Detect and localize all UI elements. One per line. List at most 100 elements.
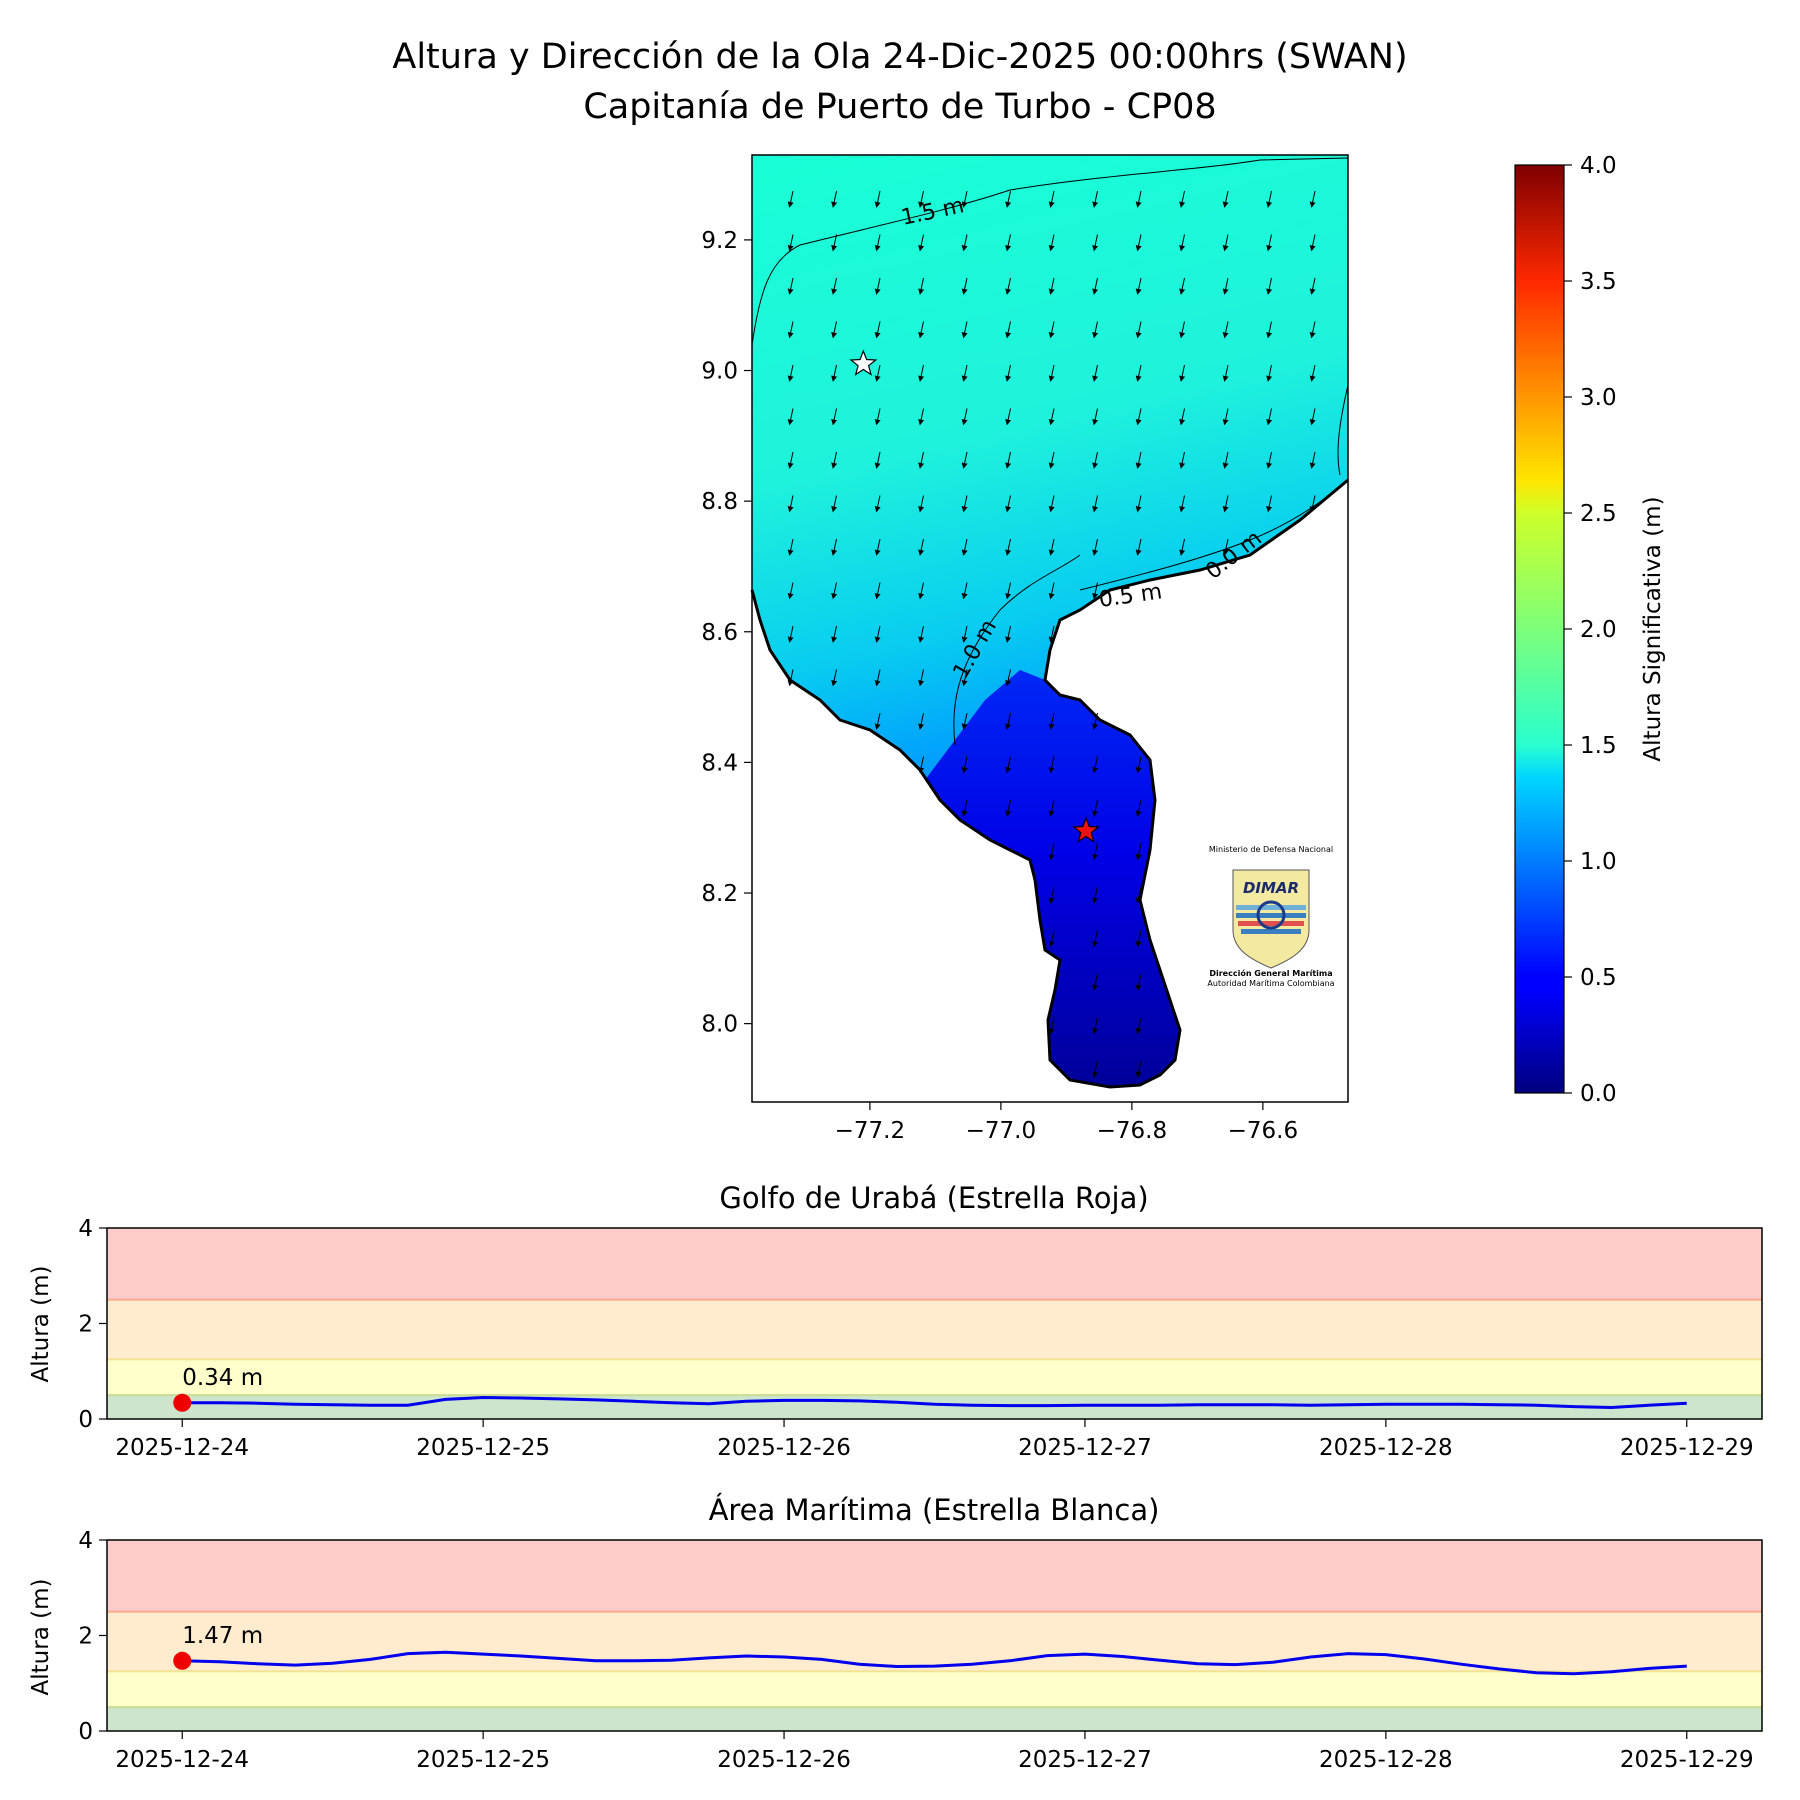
wave-arrow (1005, 538, 1012, 556)
x-tick-label: 2025-12-25 (416, 1435, 550, 1461)
wave-arrow (1135, 843, 1142, 861)
wave-arrow (1048, 712, 1055, 730)
wave-arrow (1092, 1017, 1099, 1035)
wave-arrow (787, 408, 794, 426)
wave-arrow (961, 538, 968, 556)
map-y-tick-label: 9.0 (701, 359, 738, 385)
wave-arrow (1266, 190, 1273, 208)
wave-arrow (1135, 538, 1142, 556)
wave-arrow (918, 669, 925, 687)
y-tick-label: 4 (78, 1216, 93, 1242)
wave-arrow (1135, 495, 1142, 513)
wave-arrow (831, 277, 838, 295)
contour-1.0 (953, 554, 1081, 746)
wave-arrow (1092, 234, 1099, 252)
x-tick-label: 2025-12-28 (1319, 1747, 1453, 1773)
wave-arrow (787, 321, 794, 339)
wave-arrow (1222, 538, 1229, 556)
wave-arrow (874, 277, 881, 295)
wave-arrow (961, 190, 968, 208)
colorbar-tick-label: 1.0 (1580, 849, 1617, 875)
wave-arrow (1222, 495, 1229, 513)
wave-arrow (918, 234, 925, 252)
wave-arrow (874, 408, 881, 426)
station-star-marker (849, 349, 878, 376)
map-x-tick-label: −76.8 (1097, 1118, 1167, 1144)
wave-arrow (961, 364, 968, 382)
ts2-title: Área Marítima (Estrella Blanca) (709, 1493, 1160, 1527)
map-x-tick-label: −76.6 (1228, 1118, 1298, 1144)
wave-arrow (918, 495, 925, 513)
colorbar-tick-label: 2.5 (1580, 501, 1617, 527)
wave-arrow (1048, 495, 1055, 513)
wave-arrow (1048, 582, 1055, 600)
wave-arrow (1048, 277, 1055, 295)
colorbar-tick-label: 0.5 (1580, 965, 1617, 991)
wave-arrow (1048, 625, 1055, 643)
wave-arrow (1135, 886, 1142, 904)
wave-arrow (1092, 712, 1099, 730)
wave-arrow (1048, 799, 1055, 817)
wave-arrow (1092, 973, 1099, 991)
x-tick-label: 2025-12-26 (717, 1435, 851, 1461)
map-y-tick-label: 8.8 (701, 489, 738, 515)
wave-arrow (1179, 451, 1186, 469)
wave-arrow (918, 451, 925, 469)
colorbar-tick-label: 2.0 (1580, 617, 1617, 643)
map-y-tick-label: 9.2 (701, 228, 738, 254)
wave-arrow (831, 538, 838, 556)
wave-arrow (1005, 799, 1012, 817)
wave-arrow (1048, 843, 1055, 861)
wave-arrow (1005, 408, 1012, 426)
wave-arrow (961, 277, 968, 295)
wave-arrow (1266, 234, 1273, 252)
wave-arrow (918, 190, 925, 208)
map-y-tick-label: 8.2 (701, 881, 738, 907)
y-tick-label: 0 (78, 1719, 93, 1745)
logo-stripe-2 (1236, 913, 1306, 918)
wave-arrow (1179, 538, 1186, 556)
wave-arrow (1135, 930, 1142, 948)
x-tick-label: 2025-12-28 (1319, 1435, 1453, 1461)
map-x-axis: −77.2 −77.0 −76.8 −76.6 (835, 1102, 1298, 1144)
wave-arrow (831, 234, 838, 252)
coastline (750, 478, 1349, 1089)
wave-arrow (1048, 930, 1055, 948)
station-markers (849, 349, 1100, 843)
wave-arrow (961, 408, 968, 426)
logo-shield (1232, 869, 1310, 969)
wave-arrow (1092, 321, 1099, 339)
contour-0.5 (1079, 479, 1349, 591)
colorbar-tick-label: 0.0 (1580, 1081, 1617, 1107)
wave-arrow (918, 756, 925, 774)
wave-arrow (918, 408, 925, 426)
colorbar-tick-label: 1.5 (1580, 733, 1617, 759)
gulf-area (925, 670, 1180, 1087)
alert-band (107, 1671, 1762, 1708)
ts2-ylabel: Altura (m) (28, 1579, 54, 1696)
alert-band (107, 1359, 1762, 1396)
station-star-marker (1072, 816, 1100, 843)
alert-band (107, 1395, 1762, 1419)
wave-arrow (918, 321, 925, 339)
wave-arrow (1222, 408, 1229, 426)
wave-arrow (1266, 408, 1273, 426)
wave-arrow (1048, 408, 1055, 426)
wave-arrow (874, 364, 881, 382)
wave-arrow (1092, 451, 1099, 469)
wave-height-line (182, 1395, 1687, 1410)
colorbar-tick-label: 3.5 (1580, 269, 1617, 295)
wave-arrow (1309, 190, 1316, 208)
map-y-tick-label: 8.0 (701, 1012, 738, 1038)
wave-arrow (961, 756, 968, 774)
wave-arrow (1048, 1017, 1055, 1035)
wave-arrow (1005, 712, 1012, 730)
wave-arrow (1309, 408, 1316, 426)
wave-arrow (1048, 756, 1055, 774)
logo-brand: DIMAR (1243, 879, 1299, 897)
map-y-tick-label: 8.4 (701, 750, 738, 776)
colorbar-gradient (1514, 164, 1565, 1094)
wave-arrow (1179, 234, 1186, 252)
wave-arrow (1309, 234, 1316, 252)
y-tick-label: 2 (78, 1624, 93, 1650)
